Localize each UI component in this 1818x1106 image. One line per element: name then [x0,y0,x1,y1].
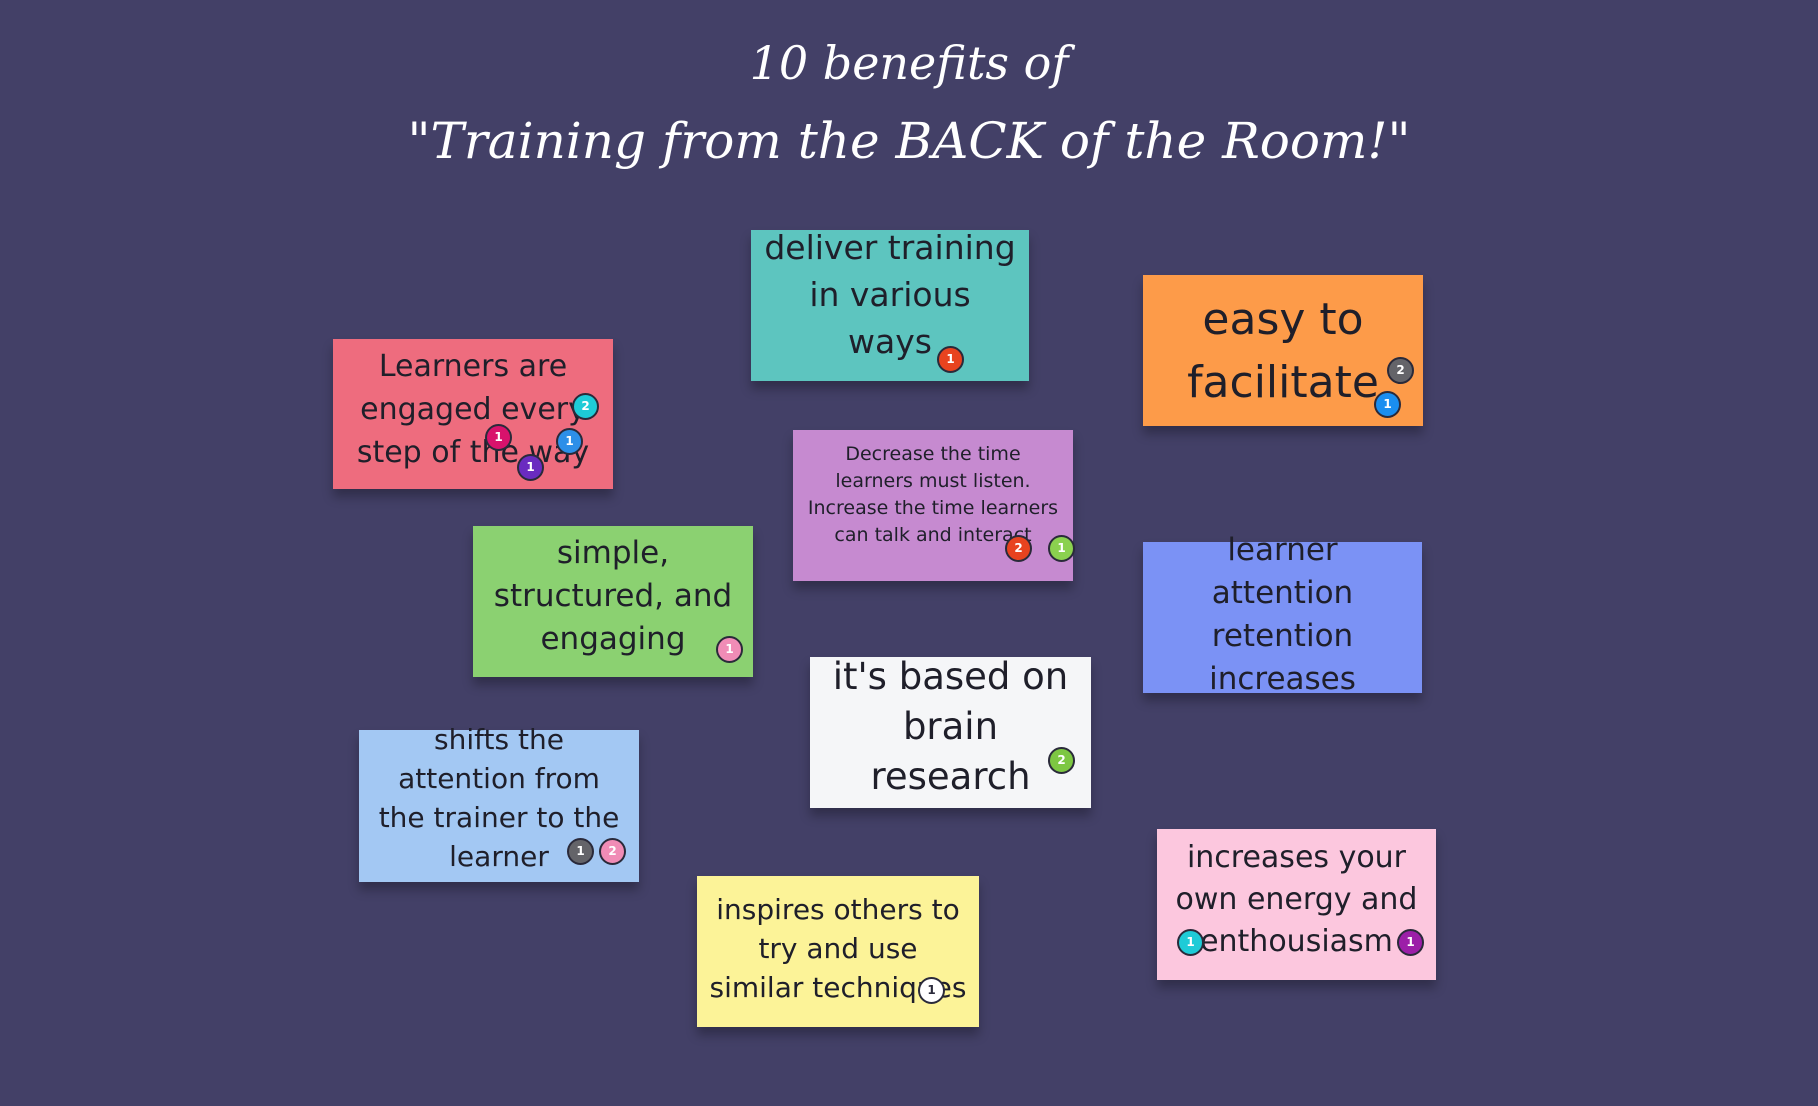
sticky-note-text: it's based on brain research [832,654,1069,798]
sticky-note-deliver-training[interactable]: deliver training in various ways [751,228,1029,381]
sticky-note-text: Decrease the time learners must listen. … [807,442,1059,546]
vote-badge[interactable]: 1 [1374,391,1401,418]
vote-badge[interactable]: 1 [556,428,583,455]
sticky-note-text: Learners are engaged every step of the w… [356,348,590,470]
sticky-note-text: deliver training in various ways [764,228,1016,361]
board-title-line-2: "Training from the BACK of the Room!" [407,112,1411,170]
vote-badge[interactable]: 1 [716,636,743,663]
vote-badge[interactable]: 2 [1387,357,1414,384]
sticky-note-increases-energy[interactable]: increases your own energy and enthousias… [1157,829,1436,980]
sticky-note-brain-research[interactable]: it's based on brain research [810,655,1091,808]
sticky-note-text: simple, structured, and engaging [493,535,733,657]
sticky-note-text: learner attention retention increases [1209,531,1356,697]
vote-badge[interactable]: 2 [1005,535,1032,562]
sticky-note-learners-engaged[interactable]: Learners are engaged every step of the w… [333,339,613,489]
sticky-note-learner-attention[interactable]: learner attention retention increases [1143,532,1422,697]
vote-badge[interactable]: 2 [599,838,626,865]
vote-badge[interactable]: 1 [567,838,594,865]
vote-badge[interactable]: 1 [937,346,964,373]
vote-badge[interactable]: 1 [517,454,544,481]
sticky-note-text: increases your own energy and enthousias… [1175,839,1418,959]
vote-badge[interactable]: 1 [1048,535,1075,562]
sticky-note-decrease-listening-time[interactable]: Decrease the time learners must listen. … [793,430,1073,581]
sticky-note-easy-to-facilitate[interactable]: easy to facilitate [1143,275,1423,426]
sticky-note-simple-structured[interactable]: simple, structured, and engaging [473,526,753,677]
sticky-note-text: easy to facilitate [1187,293,1379,408]
sticky-note-shifts-attention[interactable]: shifts the attention from the trainer to… [359,723,639,882]
vote-badge[interactable]: 1 [1177,929,1204,956]
vote-badge[interactable]: 2 [572,393,599,420]
sticky-note-text: shifts the attention from the trainer to… [378,723,620,873]
vote-badge[interactable]: 2 [1048,747,1075,774]
vote-badge[interactable]: 1 [918,977,945,1004]
board-title-line-1: 10 benefits of [749,36,1069,90]
sticky-note-inspires-others[interactable]: inspires others to try and use similar t… [697,876,979,1027]
vote-badge[interactable]: 1 [1397,929,1424,956]
vote-badge[interactable]: 1 [485,424,512,451]
